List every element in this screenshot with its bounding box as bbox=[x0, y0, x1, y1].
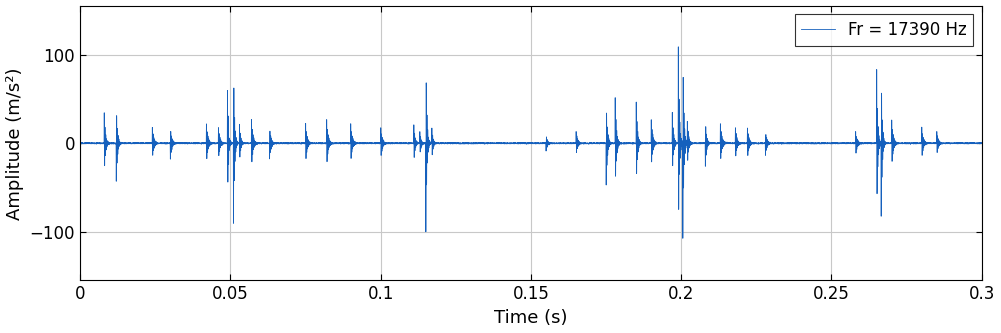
Fr = 17390 Hz bbox=[976, 141, 988, 145]
Line: Fr = 17390 Hz: Fr = 17390 Hz bbox=[80, 47, 982, 238]
Legend: Fr = 17390 Hz: Fr = 17390 Hz bbox=[795, 14, 973, 46]
X-axis label: Time (s): Time (s) bbox=[494, 309, 568, 327]
Fr = 17390 Hz bbox=[677, 236, 689, 240]
Fr = 17390 Hz bbox=[650, 143, 662, 147]
Fr = 17390 Hz bbox=[673, 45, 685, 49]
Fr = 17390 Hz bbox=[963, 142, 975, 146]
Fr = 17390 Hz bbox=[858, 142, 870, 146]
Fr = 17390 Hz bbox=[74, 141, 86, 145]
Fr = 17390 Hz bbox=[883, 141, 895, 145]
Fr = 17390 Hz bbox=[974, 141, 986, 145]
Fr = 17390 Hz bbox=[479, 141, 491, 145]
Y-axis label: Amplitude (m/s²): Amplitude (m/s²) bbox=[6, 67, 24, 219]
